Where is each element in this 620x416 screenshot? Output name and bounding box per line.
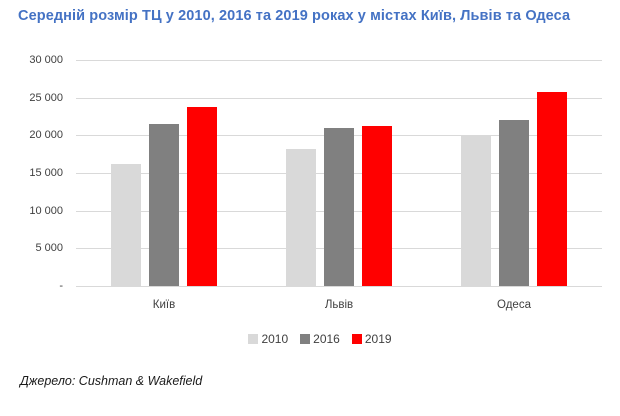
legend-swatch-2016: [300, 334, 311, 344]
chart-legend: 2010 2016 2019: [20, 331, 620, 347]
legend-item-2016: 2016: [300, 333, 340, 345]
y-axis-tick-label: 5 000: [35, 242, 63, 254]
gridline-25000: [76, 98, 602, 99]
legend-label-2016: 2016: [313, 332, 340, 346]
y-axis-tick-label: 15 000: [29, 167, 63, 179]
y-axis-tick-label: 25 000: [29, 92, 63, 104]
source-note: Джерело: Cushman & Wakefield: [20, 374, 203, 388]
bar-2016-cat1: [149, 124, 179, 286]
bar-2019-cat1: [187, 107, 217, 286]
legend-label-2010: 2010: [261, 332, 289, 346]
bar-2010-cat2: [286, 149, 316, 286]
bar-2010-cat1: [111, 164, 141, 286]
gridline-30000: [76, 60, 602, 61]
legend-swatch-2019: [351, 334, 362, 344]
y-axis-tick-label: 20 000: [29, 129, 63, 141]
chart-title: Середній розмір ТЦ у 2010, 2016 та 2019 …: [18, 8, 571, 24]
bar-2019-cat3: [537, 92, 567, 286]
x-axis-category-label: Львів: [324, 299, 354, 311]
bar-2016-cat3: [499, 120, 529, 286]
legend-swatch-2010: [248, 334, 259, 344]
bar-2016-cat2: [324, 128, 354, 286]
bar-2019-cat2: [362, 126, 392, 286]
x-axis-category-label: Одеса: [497, 299, 531, 311]
bar-2010-cat3: [461, 135, 491, 286]
gridline-0: [76, 286, 602, 287]
y-axis-tick-label: -: [59, 280, 63, 292]
legend-item-2019: 2019: [351, 332, 392, 346]
y-axis-tick-label: 10 000: [29, 205, 63, 217]
y-axis-tick-label: 30 000: [29, 54, 63, 66]
x-axis-category-label: Київ: [152, 299, 176, 311]
legend-label-2019: 2019: [364, 332, 392, 346]
legend-item-2010: 2010: [248, 333, 288, 345]
